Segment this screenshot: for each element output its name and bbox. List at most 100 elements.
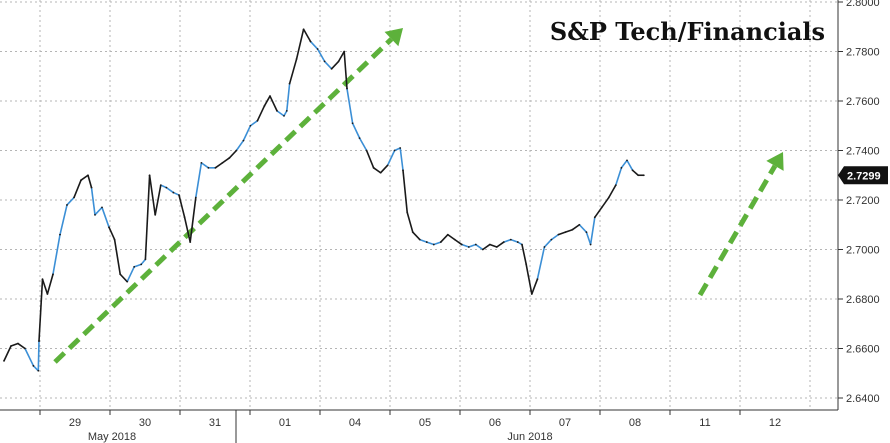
series-segment — [558, 231, 566, 236]
series-point — [600, 206, 603, 209]
y-tick-label: 2.7400 — [846, 146, 880, 158]
series-point — [393, 149, 396, 152]
series-point — [488, 243, 491, 246]
series-point — [585, 231, 588, 234]
x-tick-label: 29 — [69, 417, 81, 429]
arrow-head — [384, 28, 403, 47]
series-segment — [454, 238, 463, 246]
series-point — [113, 238, 116, 241]
price-series — [3, 28, 645, 372]
series-segment — [503, 238, 512, 243]
series-point — [446, 233, 449, 236]
series-point — [140, 263, 143, 266]
series-segment — [358, 137, 368, 151]
series-segment — [101, 207, 110, 228]
series-segment — [38, 279, 44, 342]
grid-lines — [0, 0, 838, 410]
series-segment — [24, 348, 35, 367]
series-segment — [440, 234, 449, 243]
series-point — [144, 258, 147, 261]
series-segment — [200, 162, 209, 169]
series-point — [288, 82, 291, 85]
series-segment — [324, 60, 333, 70]
series-segment — [585, 231, 592, 245]
series-point — [402, 169, 404, 172]
series-segment — [302, 28, 312, 42]
series-point — [302, 28, 305, 31]
series-point — [593, 216, 596, 219]
series-segment — [550, 233, 559, 241]
series-segment — [525, 264, 533, 295]
series-point — [406, 211, 409, 214]
series-point — [578, 223, 581, 226]
series-point — [607, 196, 610, 199]
series-point — [502, 241, 505, 243]
series-segment — [66, 196, 75, 206]
series-segment — [419, 238, 428, 243]
series-point — [626, 159, 628, 162]
series-segment — [373, 167, 382, 174]
month-label-jun: Jun 2018 — [507, 431, 552, 443]
month-labels: May 2018 Jun 2018 — [88, 410, 553, 443]
series-point — [337, 60, 340, 63]
series-segment — [119, 273, 128, 283]
series-point — [59, 233, 61, 236]
series-segment — [475, 243, 484, 251]
series-point — [101, 206, 103, 209]
series-point — [207, 166, 210, 169]
series-segment — [286, 83, 291, 111]
x-tick-label: 07 — [559, 417, 571, 429]
y-axis-ticks: 2.6400 2.6600 2.6800 2.7000 2.7200 2.7400 2.76… — [838, 0, 880, 405]
series-point — [516, 241, 519, 243]
series-point — [38, 340, 40, 342]
series-segment — [173, 191, 180, 196]
series-segment — [32, 365, 39, 372]
series-point — [165, 186, 168, 189]
series-point — [108, 226, 110, 229]
series-point — [557, 233, 560, 236]
series-point — [323, 60, 326, 63]
arrow-shaft — [53, 37, 394, 364]
series-point — [536, 278, 539, 281]
series-point — [256, 119, 259, 122]
y-tick-label: 2.7800 — [846, 47, 880, 59]
x-tick-label: 31 — [209, 417, 221, 429]
series-segment — [543, 239, 552, 248]
series-segment — [295, 29, 305, 60]
series-point — [183, 216, 186, 219]
series-segment — [87, 175, 93, 188]
series-point — [614, 184, 617, 187]
series-segment — [571, 224, 580, 231]
series-point — [642, 174, 645, 177]
series-point — [589, 243, 592, 246]
series-point — [316, 48, 319, 50]
series-point — [631, 169, 634, 172]
series-segment — [221, 157, 230, 164]
y-tick-label: 2.6400 — [846, 393, 880, 405]
x-tick-label: 08 — [629, 417, 641, 429]
series-point — [460, 243, 463, 246]
series-segment — [242, 125, 252, 141]
series-segment — [126, 266, 135, 283]
x-tick-label: 05 — [419, 417, 431, 429]
series-segment — [343, 51, 348, 89]
series-point — [411, 231, 414, 234]
series-point — [32, 364, 35, 367]
y-tick-label: 2.7000 — [846, 245, 880, 257]
series-segment — [148, 175, 156, 215]
x-axis-ticks: 29 30 31 01 04 05 06 07 08 11 12 — [39, 410, 781, 429]
series-point — [530, 293, 533, 295]
series-point — [453, 238, 456, 241]
series-segment — [108, 226, 116, 240]
series-point — [620, 166, 623, 169]
series-point — [418, 238, 421, 241]
series-segment — [412, 231, 421, 241]
series-segment — [536, 246, 546, 280]
series-point — [509, 238, 512, 241]
series-segment — [521, 244, 527, 265]
series-point — [46, 293, 49, 295]
trend-arrow-main — [53, 28, 403, 364]
y-tick-label: 2.6600 — [846, 344, 880, 356]
series-segment — [256, 105, 266, 122]
series-point — [214, 166, 217, 169]
